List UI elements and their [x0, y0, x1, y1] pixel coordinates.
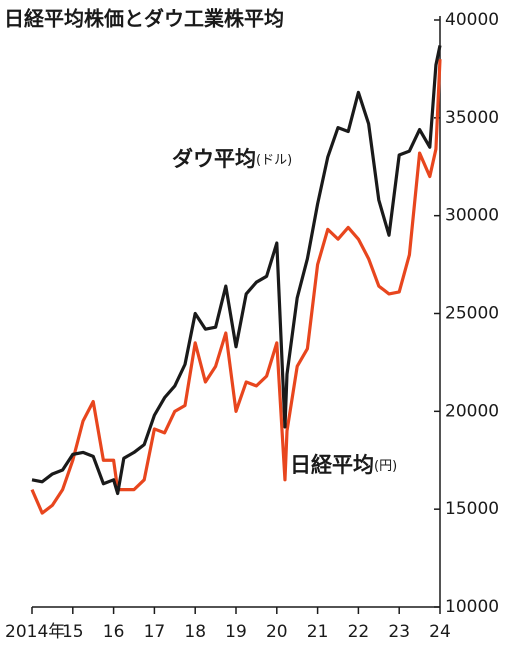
y-tick-label: 10000	[445, 597, 499, 617]
series-unit: (ドル)	[256, 153, 292, 168]
x-tick-label: 23	[388, 622, 410, 642]
series-line	[30, 59, 442, 515]
x-tick-label: 19	[225, 622, 247, 642]
x-tick-label: 22	[348, 622, 370, 642]
x-tick-label: 16	[103, 622, 125, 642]
series-label: ダウ平均(ドル)	[172, 147, 292, 171]
chart-title: 日経平均株価とダウ工業株平均	[4, 7, 284, 31]
x-tick-label: 15	[62, 622, 84, 642]
x-tick-label: 24	[429, 622, 451, 642]
x-tick-label: 20	[266, 622, 288, 642]
series-line	[31, 45, 442, 496]
x-tick-label: 17	[144, 622, 166, 642]
x-tick-label: 21	[307, 622, 329, 642]
series-name: 日経平均	[290, 453, 374, 477]
y-tick-label: 35000	[445, 108, 499, 128]
y-tick-label: 30000	[445, 206, 499, 226]
series-label: 日経平均(円)	[290, 453, 397, 477]
y-tick-label: 20000	[445, 401, 499, 421]
series-name: ダウ平均	[172, 147, 256, 171]
x-tick-label: 18	[184, 622, 206, 642]
y-tick-label: 40000	[445, 10, 499, 30]
series-unit: (円)	[374, 459, 397, 474]
y-tick-label: 15000	[445, 499, 499, 519]
y-tick-label: 25000	[445, 304, 499, 324]
x-tick-label: 2014年	[5, 622, 65, 642]
